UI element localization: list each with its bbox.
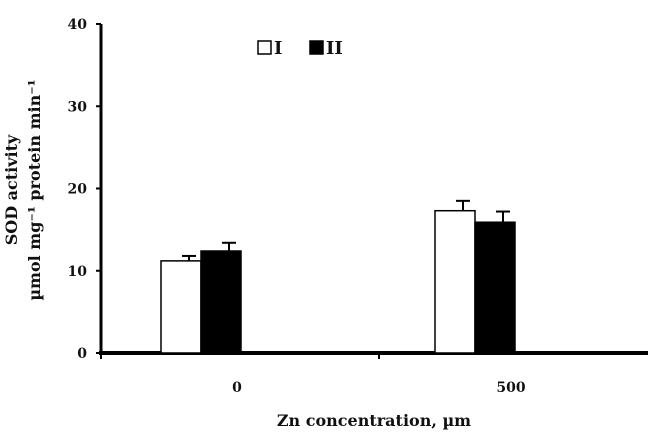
y-tick-label: 30 [68, 99, 88, 115]
bar [160, 260, 202, 354]
bar [474, 221, 516, 354]
y-tick-label: 0 [77, 346, 87, 362]
x-axis-title: Zn concentration, µm [277, 411, 471, 430]
legend: I II [257, 38, 343, 59]
legend-swatch-series-1 [257, 40, 272, 55]
tick-labels: 0 10 20 30 40 0 500 [68, 17, 526, 396]
y-axis-units: µmol mg⁻¹ protein min⁻¹ [25, 79, 44, 300]
bar [434, 209, 476, 354]
y-axis-title: SOD activity [2, 134, 21, 245]
y-tick-label: 40 [68, 17, 88, 33]
x-tick-label: 500 [496, 380, 525, 396]
legend-swatch-series-2 [309, 40, 324, 55]
x-tick-label: 0 [232, 380, 242, 396]
bars [160, 199, 516, 354]
bar [200, 250, 242, 354]
y-tick-label: 20 [68, 182, 88, 198]
legend-label-series-2: II [326, 38, 343, 59]
legend-label-series-1: I [274, 38, 282, 59]
y-tick-label: 10 [68, 264, 88, 280]
